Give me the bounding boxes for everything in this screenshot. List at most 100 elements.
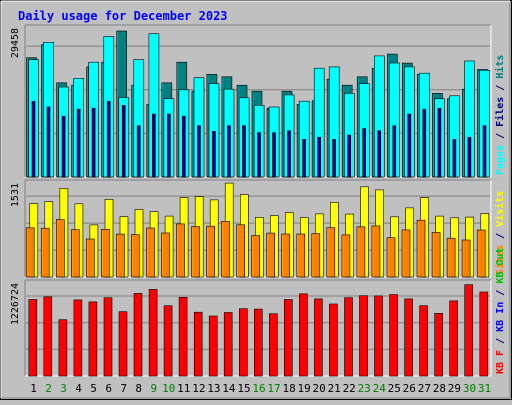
x-tick-day-5: 5 (90, 382, 97, 395)
x-tick-day-25: 25 (388, 382, 401, 395)
bar-sites-day-30 (461, 239, 471, 278)
bar-sites-day-6 (101, 229, 110, 278)
bar-sites-day-3 (55, 219, 65, 278)
legend-segment: KB Out (495, 248, 506, 284)
bar-kb-f-day-27 (419, 305, 428, 377)
legend-segment: / (495, 332, 506, 350)
x-tick-day-31: 31 (478, 382, 491, 395)
bar-kb-f-day-9 (148, 289, 158, 377)
x-tick-day-23: 23 (358, 382, 371, 395)
bar-sites-day-15 (236, 224, 245, 278)
x-tick-day-26: 26 (403, 382, 416, 395)
bar-sites-day-10 (161, 232, 170, 278)
x-tick-day-17: 17 (267, 382, 280, 395)
bar-sites-day-9 (146, 227, 155, 278)
legend-segment: KB In (495, 302, 506, 332)
x-tick-day-16: 16 (252, 382, 265, 395)
bar-kb-f-day-19 (299, 293, 308, 377)
bar-sites-day-27 (416, 219, 426, 278)
x-tick-day-13: 13 (207, 382, 220, 395)
hits-files-pages-panel: 29458 Pages / Files / Hits (10, 24, 506, 178)
x-tick-day-22: 22 (343, 382, 356, 395)
x-tick-day-6: 6 (105, 382, 112, 395)
legend-segment: KB F (495, 350, 506, 374)
visits-sites-panel: 1531 Sites / Visits (10, 179, 506, 278)
x-tick-day-24: 24 (373, 382, 387, 395)
bar-kb-f-day-28 (434, 312, 444, 377)
bar-kb-f-day-31 (479, 291, 489, 377)
bar-kb-f-day-8 (133, 293, 143, 377)
bar-kb-f-day-25 (389, 294, 398, 377)
bar-sites-day-24 (371, 225, 381, 278)
bar-kb-f-day-1 (28, 299, 38, 377)
bar-kb-f-day-12 (193, 311, 203, 377)
bar-sites-day-16 (251, 235, 260, 278)
bar-kb-f-day-17 (268, 313, 278, 377)
bar-kb-f-day-13 (208, 315, 218, 377)
bar-kb-f-day-30 (464, 284, 474, 377)
x-tick-day-8: 8 (135, 382, 142, 395)
x-tick-day-10: 10 (162, 382, 175, 395)
y-max-tick-label: 29458 (10, 28, 21, 58)
bar-kb-f-day-21 (329, 303, 338, 377)
bar-kb-f-day-22 (344, 297, 353, 377)
legend-segment: / (495, 79, 506, 97)
bar-sites-day-22 (341, 234, 351, 278)
bar-sites-day-29 (446, 237, 456, 278)
x-tick-day-20: 20 (312, 382, 325, 395)
bar-kb-f-day-24 (374, 295, 383, 377)
bar-kb-f-day-4 (73, 299, 83, 377)
kbytes-panel: 1226724 KB F / KB In / KB Out (10, 248, 506, 377)
bar-kb-f-day-11 (178, 296, 188, 377)
bar-sites-day-25 (386, 237, 396, 278)
chart-title: Daily usage for December 2023 (18, 9, 228, 23)
bar-kb-f-day-14 (223, 312, 233, 377)
bar-sites-day-4 (71, 229, 80, 278)
legend-segment: Sites (494, 245, 506, 275)
x-tick-day-11: 11 (177, 382, 190, 395)
x-tick-day-4: 4 (75, 382, 82, 395)
legend-segment: Hits (494, 55, 506, 79)
x-tick-day-19: 19 (297, 382, 310, 395)
x-tick-day-30: 30 (463, 382, 476, 395)
bar-kb-f-day-29 (449, 300, 459, 377)
bar-kb-f-day-7 (118, 311, 128, 377)
bar-sites-day-1 (25, 227, 35, 278)
bar-sites-day-19 (296, 233, 306, 278)
legend-segment: Files (494, 97, 506, 127)
bar-sites-day-21 (326, 227, 336, 278)
bar-sites-day-5 (86, 238, 95, 278)
bar-sites-day-23 (356, 226, 366, 278)
bar-kb-f-day-6 (103, 297, 113, 377)
chart-panels: 29458 Pages / Files / Hits 1531 Sites / Vis… (10, 24, 506, 377)
bar-kb-f-day-2 (43, 296, 53, 377)
x-tick-day-2: 2 (45, 382, 52, 395)
legend-segment: / (495, 284, 506, 302)
bar-kb-f-day-15 (239, 308, 248, 377)
legend-segment: Pages (495, 145, 506, 175)
x-tick-day-1: 1 (30, 382, 37, 395)
bar-sites-day-2 (40, 227, 50, 278)
legend-segment: / (495, 227, 506, 245)
bar-sites-day-20 (311, 233, 321, 278)
x-tick-day-28: 28 (433, 382, 446, 395)
bar-sites-day-11 (176, 223, 185, 278)
bar-sites-day-13 (206, 225, 215, 278)
x-tick-day-7: 7 (120, 382, 127, 395)
bar-sites-day-14 (221, 221, 230, 278)
bar-sites-day-12 (191, 226, 200, 278)
bar-kb-f-day-16 (254, 308, 263, 377)
bar-kb-f-day-20 (314, 298, 323, 377)
legend-label: Pages / Files / Hits (494, 55, 506, 175)
x-axis-day-labels: 1 2 3 4 5 6 7 8 9 10 11 12 13 14 15 16 17 18 19 20 21 22 23 24 2… (30, 382, 491, 395)
legend-label: Sites / Visits (494, 191, 506, 275)
bar-kb-f-day-10 (163, 305, 173, 377)
x-tick-day-21: 21 (328, 382, 341, 395)
bar-sites-day-26 (401, 229, 411, 278)
x-tick-day-29: 29 (448, 382, 461, 395)
y-max-tick-label: 1226724 (10, 283, 21, 325)
x-tick-day-12: 12 (192, 382, 205, 395)
bar-kb-f-day-5 (88, 301, 98, 377)
